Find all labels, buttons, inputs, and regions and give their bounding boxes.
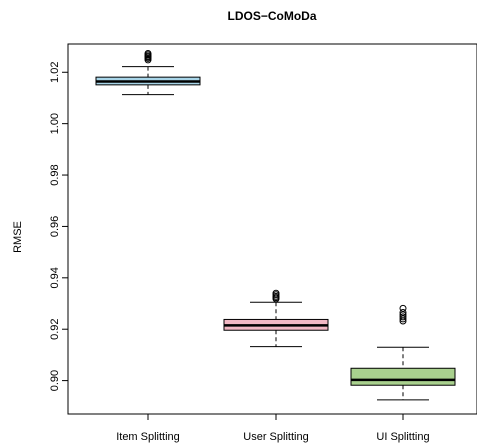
y-tick-label: 1.00 (49, 113, 61, 134)
y-tick-label: 0.94 (49, 267, 61, 288)
y-tick-label: 1.02 (49, 62, 61, 83)
y-tick-label: 0.90 (49, 370, 61, 391)
x-tick-label: Item Splitting (116, 431, 180, 443)
outlier-point (272, 289, 280, 297)
outlier-point (399, 313, 407, 321)
x-axis: Item Splitting User Splitting UI Splitting (116, 414, 430, 443)
x-tick-label: User Splitting (243, 431, 308, 443)
y-axis-label: RMSE (12, 221, 24, 253)
outlier-point (144, 50, 152, 58)
y-tick-label: 0.92 (49, 318, 61, 339)
y-tick-label: 0.96 (49, 216, 61, 237)
y-tick-label: 0.98 (49, 164, 61, 185)
outlier-point (399, 309, 407, 317)
x-tick-label: UI Splitting (376, 431, 429, 443)
box-item-splitting (95, 50, 201, 96)
outlier-point (399, 304, 407, 312)
chart-title: LDOS−CoMoDa (227, 9, 316, 23)
box-iqr (350, 367, 456, 386)
y-axis: 0.90 0.92 0.94 0.96 0.98 1.00 1.02 (49, 62, 68, 391)
box-series (95, 50, 456, 401)
plot-frame (67, 43, 477, 415)
box-user-splitting (223, 289, 329, 348)
box-ui-splitting (350, 304, 456, 401)
